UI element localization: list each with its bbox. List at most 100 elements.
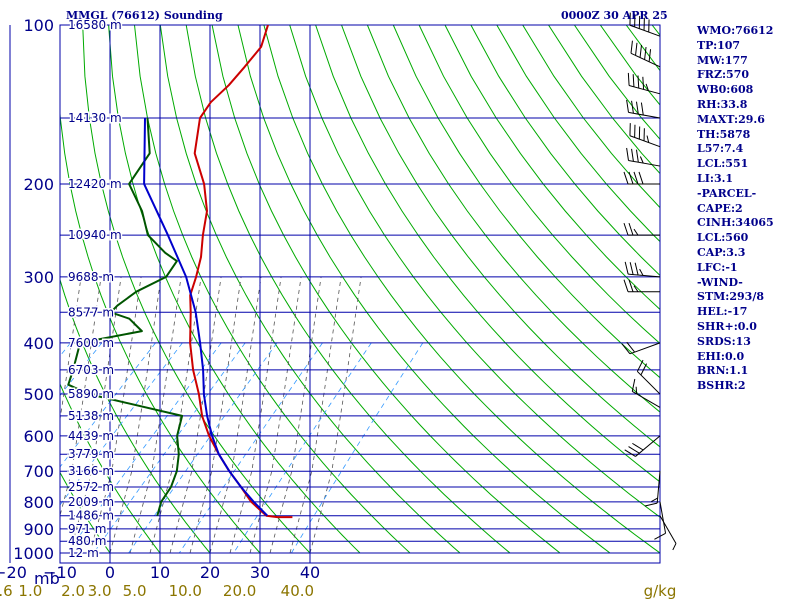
mixing-ratio-label: 5.0 <box>123 582 147 600</box>
stability-index: EHI:0.0 <box>697 349 745 363</box>
height-label: 480 m <box>68 534 106 548</box>
wind-barb-flag <box>632 74 635 87</box>
mixing-ratio-label: 3.0 <box>88 582 112 600</box>
pressure-tick-label: 600 <box>23 427 54 446</box>
wind-barb <box>626 147 661 167</box>
wind-barb-flag <box>632 442 644 451</box>
wind-barb <box>624 435 661 457</box>
wind-barb-flag <box>633 228 639 236</box>
height-label: 10940 m <box>68 228 122 242</box>
wind-barb-flag <box>623 222 629 236</box>
wind-barb-staff <box>628 273 661 278</box>
wind-barb <box>623 222 660 236</box>
stability-index: CAPE:2 <box>697 201 743 215</box>
temperature-tick-label: 20 <box>200 563 220 582</box>
wind-barb-staff <box>632 390 661 408</box>
pressure-tick-label: 800 <box>23 493 54 512</box>
height-label: 5138 m <box>68 409 114 423</box>
dry-adiabat <box>573 25 660 141</box>
wind-barb-flag <box>631 378 636 392</box>
dry-adiabat <box>522 25 660 209</box>
wind-barb-flag <box>624 449 636 457</box>
moist-adiabat <box>69 276 122 554</box>
wind-barb-flag <box>631 148 634 162</box>
dewpoint-line <box>67 117 184 516</box>
stability-index: STM:293/8 <box>697 290 764 304</box>
pressure-tick-label: 300 <box>23 268 54 287</box>
height-label: 12420 m <box>68 177 122 191</box>
chart-timestamp: 0000Z 30 APR 25 <box>561 9 668 22</box>
wind-barb-flag <box>645 83 649 91</box>
stability-index: TH:5878 <box>697 127 751 141</box>
wind-barb-flag <box>639 156 644 164</box>
wind-barb-staff <box>630 52 661 68</box>
mixing-ratio-unit: g/kg <box>644 582 677 600</box>
height-label: 3166 m <box>68 464 114 478</box>
mixing-ratio-label: 10.0 <box>169 582 202 600</box>
wind-barb-flag <box>628 279 634 292</box>
wind-barb-flag <box>633 285 639 292</box>
mixing-ratio-label: 40.0 <box>281 582 314 600</box>
height-label: 2572 m <box>68 480 114 494</box>
stability-index: LI:3.1 <box>697 172 734 185</box>
height-label: 5890 m <box>68 387 114 401</box>
moist-adiabat <box>209 276 262 554</box>
mixing-ratio-label: 20.0 <box>223 582 256 600</box>
profile-lines <box>67 25 293 519</box>
moist-adiabat <box>249 276 302 554</box>
height-label: 8577 m <box>68 305 114 319</box>
temperature-tick-label: 30 <box>250 563 270 582</box>
wind-barb-flag <box>648 49 652 62</box>
pressure-tick-label: 100 <box>23 16 54 35</box>
stability-index: -WIND- <box>697 275 743 289</box>
wind-barb <box>623 279 660 293</box>
pressure-tick-label: 400 <box>23 334 54 353</box>
temperature-line <box>189 25 293 519</box>
temperature-tick-label: 0 <box>105 563 115 582</box>
dry-adiabat <box>470 25 660 277</box>
wind-barb-flag <box>644 46 647 60</box>
wind-barb <box>636 359 661 395</box>
wind-barb-flag <box>621 343 631 355</box>
moist-adiabat <box>309 276 362 554</box>
moist-adiabat <box>109 276 162 554</box>
wind-barb-flag <box>639 44 643 58</box>
moist-adiabat <box>269 276 322 554</box>
dry-adiabat <box>185 25 511 554</box>
height-label: 3779 m <box>68 447 114 461</box>
wind-barb-flag <box>631 100 634 114</box>
wind-barb <box>623 171 660 185</box>
wind-barb-flag <box>635 101 639 115</box>
wind-barb <box>631 378 661 408</box>
wind-barb-flag <box>630 40 633 54</box>
moist-adiabat <box>89 276 142 554</box>
stability-index: TP:107 <box>697 38 741 52</box>
wind-barb-flag <box>642 76 645 90</box>
wind-barb <box>627 72 661 95</box>
stability-index: BRN:1.1 <box>697 364 749 378</box>
wind-barb-staff <box>628 160 661 167</box>
wind-barb <box>629 12 661 37</box>
dry-adiabat <box>756 25 800 553</box>
mixing-ratio-label: 0.6 <box>0 582 13 600</box>
stability-index: SRDS:13 <box>697 334 751 348</box>
wind-barb-flag <box>646 135 650 143</box>
wind-barb-flag <box>626 99 629 113</box>
temperature-tick-label: 10 <box>150 563 170 582</box>
wind-barb-staff <box>659 501 667 534</box>
wind-barb <box>629 123 661 148</box>
stability-index: MAXT:29.6 <box>697 112 765 126</box>
height-label: 9688 m <box>68 270 114 284</box>
wind-barb-flag <box>634 262 639 276</box>
height-label: 4439 m <box>68 429 114 443</box>
plot-frame <box>59 24 661 564</box>
dry-adiabat <box>0 25 10 553</box>
wind-barb-flag <box>629 262 634 275</box>
height-label: 1486 m <box>68 509 114 523</box>
stability-index: CINH:34065 <box>697 216 774 230</box>
wind-barb-staff <box>629 24 661 37</box>
pressure-temperature-grid <box>9 24 661 564</box>
stability-index: SHR+:0.0 <box>697 320 757 333</box>
wind-barb <box>654 501 667 540</box>
